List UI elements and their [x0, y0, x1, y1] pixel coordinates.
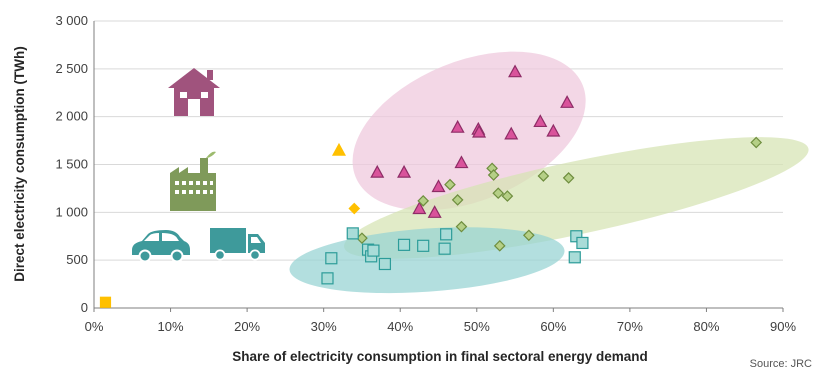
triangle-point [504, 126, 519, 140]
triangle-point [454, 155, 469, 169]
axes: 0 500 1 000 1 500 2 000 2 500 3 000 0% 10% 20% 30%… [55, 13, 796, 334]
y-tick-label: 2 500 [55, 61, 88, 76]
triangle-point [370, 164, 385, 178]
y-tick-label: 1 500 [55, 157, 88, 172]
diamond-point [492, 187, 505, 200]
y-tick-label: 2 000 [55, 109, 88, 124]
source-note: Source: JRC [750, 358, 812, 369]
triangle-point [546, 123, 561, 137]
diamond-point [493, 239, 506, 252]
square-point [346, 227, 359, 240]
square-point [570, 230, 583, 243]
square-point [568, 251, 581, 264]
square-point [417, 239, 430, 252]
triangle-point [450, 119, 465, 133]
x-tick-label: 70% [617, 319, 643, 334]
house-icon [168, 68, 220, 116]
x-tick-label: 10% [158, 319, 184, 334]
square-point [576, 236, 589, 250]
x-tick-label: 20% [234, 319, 260, 334]
diamond-point [487, 169, 500, 181]
diamond-point [455, 220, 468, 233]
diamond-point [750, 136, 763, 149]
data-points [99, 64, 763, 308]
triangle-point [331, 142, 346, 156]
diamond-point [501, 190, 514, 202]
square-point [367, 244, 380, 257]
x-tick-label: 80% [693, 319, 719, 334]
triangle-point [431, 179, 446, 193]
square-point [99, 296, 112, 308]
square-point [397, 238, 411, 251]
x-tick-label: 30% [311, 319, 337, 334]
triangle-point [427, 205, 442, 218]
diamond-point [348, 202, 361, 215]
x-tick-label: 50% [464, 319, 490, 334]
y-tick-label: 500 [66, 252, 88, 267]
x-tick-label: 90% [770, 319, 796, 334]
triangle-point [397, 164, 412, 178]
residential-cluster [352, 51, 586, 211]
triangle-point [508, 64, 523, 78]
triangle-point [412, 201, 427, 215]
x-axis-title: Share of electricity consumption in fina… [232, 349, 648, 364]
diamond-point [522, 229, 535, 242]
triangle-point [472, 124, 487, 138]
y-tick-label: 3 000 [55, 13, 88, 28]
x-tick-label: 60% [540, 319, 566, 334]
triangle-point [560, 95, 575, 108]
factory-icon [170, 151, 216, 211]
square-point [440, 228, 453, 241]
diamond-point [451, 194, 464, 206]
square-point [325, 252, 338, 265]
diamond-point [562, 172, 575, 184]
x-tick-label: 0% [85, 319, 104, 334]
y-axis-title: Direct electricity consumption (TWh) [12, 46, 27, 282]
x-tick-label: 40% [387, 319, 413, 334]
square-point [438, 242, 451, 255]
square-point [321, 272, 334, 285]
square-point [378, 257, 392, 271]
triangle-point [533, 114, 548, 128]
car-icon [132, 230, 190, 263]
truck-icon [210, 228, 265, 261]
diamond-point [417, 195, 430, 207]
y-tick-label: 0 [81, 300, 88, 315]
services-transport-cluster [289, 227, 565, 294]
diamond-point [444, 178, 456, 191]
diamond-point [537, 170, 550, 182]
y-tick-label: 1 000 [55, 204, 88, 219]
